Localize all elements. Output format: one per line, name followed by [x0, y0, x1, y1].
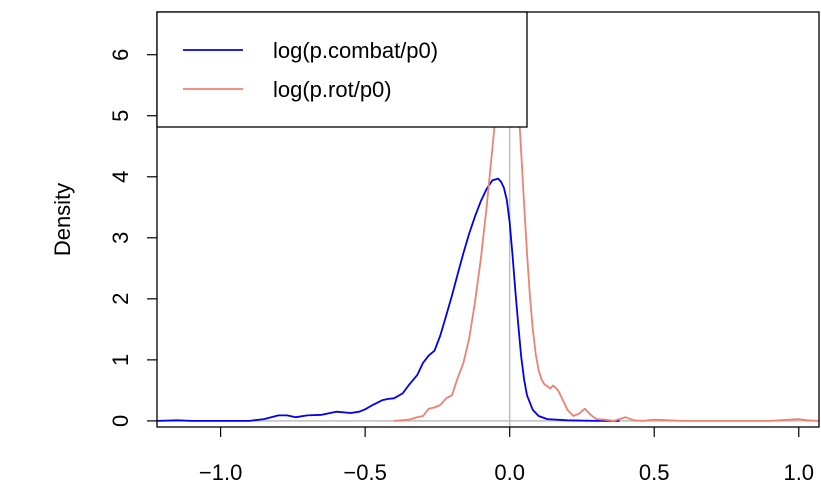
y-tick-label: 6: [108, 49, 133, 61]
series-line-1: [157, 177, 620, 422]
y-tick-label: 2: [108, 293, 133, 305]
legend-label-1: log(p.combat/p0): [273, 38, 438, 63]
series-line-2: [393, 24, 819, 422]
y-tick-label: 5: [108, 110, 133, 122]
y-tick-label: 0: [108, 415, 133, 427]
plot-area: [157, 12, 819, 427]
axes: −1.0 −0.5 0.0 0.5 1.0 0 1 2 3 4 5 6: [108, 11, 820, 485]
legend-label-2: log(p.rot/p0): [273, 77, 392, 102]
y-tick-label: 1: [108, 354, 133, 366]
y-axis-title: Density: [50, 183, 75, 256]
x-tick-label: 0.0: [494, 460, 525, 485]
x-tick-label: 0.5: [639, 460, 670, 485]
x-tick-label: −0.5: [343, 460, 386, 485]
y-tick-label: 3: [108, 232, 133, 244]
x-tick-label: −1.0: [199, 460, 242, 485]
y-tick-label: 4: [108, 171, 133, 183]
legend-box: [156, 11, 528, 128]
x-tick-label: 1.0: [783, 460, 814, 485]
legend: log(p.combat/p0) log(p.rot/p0): [156, 11, 528, 128]
